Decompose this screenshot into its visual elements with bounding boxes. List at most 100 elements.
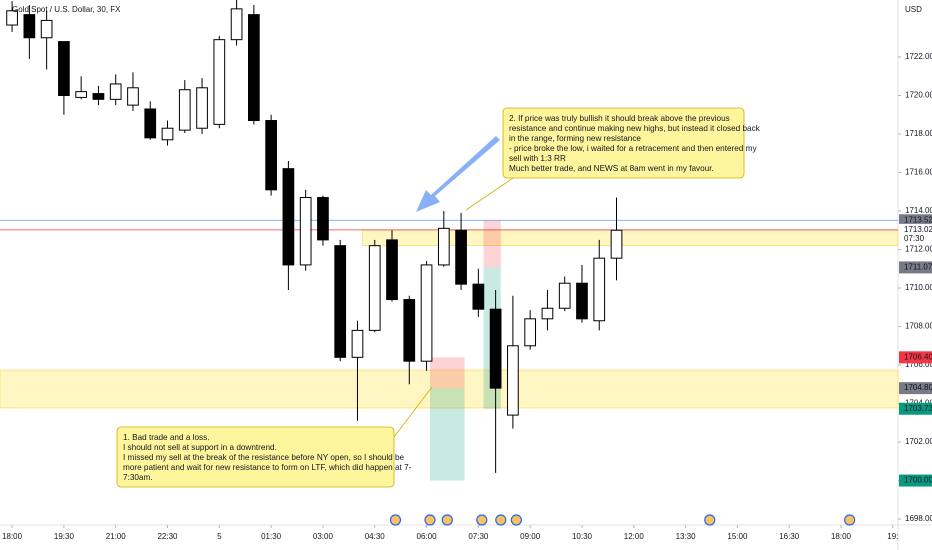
candle-body (75, 91, 88, 98)
event-icon (704, 514, 716, 526)
callout-line (465, 177, 514, 211)
candle-body (58, 41, 70, 96)
candle-body (368, 245, 381, 331)
currency: USD (905, 5, 922, 14)
event-icon (424, 514, 436, 526)
candle-body (437, 227, 450, 266)
x-tick-label: 19: (887, 532, 898, 541)
candle-body (472, 283, 485, 310)
callout-text: more patient and wait for new resistance… (123, 463, 412, 472)
candle-body (40, 19, 53, 39)
candle-body (541, 307, 554, 320)
x-tick-label: 01:30 (261, 532, 282, 541)
price-tag-label: 1700.00 (904, 476, 932, 485)
price-tag (899, 382, 932, 395)
candle-body (161, 127, 174, 141)
callout-box (116, 426, 395, 488)
y-tick-label: 1710.00 (905, 283, 932, 292)
price-tag-label: 1711.07 (904, 263, 932, 272)
callout-text: in the range, forming new resistance (509, 134, 641, 143)
candle-body (507, 345, 519, 416)
chart-title: Gold Spot / U.S. Dollar, 30, FX (12, 5, 121, 14)
countdown: 07:30 (904, 234, 925, 243)
x-tick-label: 12:00 (624, 532, 645, 541)
stop-zone (430, 357, 465, 389)
event-icon (389, 514, 402, 526)
y-tick-label: 1716.00 (905, 168, 932, 177)
target-zone (430, 388, 465, 481)
candle-body (489, 308, 502, 389)
price-tag (899, 402, 932, 415)
arrow (416, 136, 500, 212)
candle-body (558, 282, 571, 309)
x-tick-label: 16:30 (779, 532, 800, 541)
x-tick-label: 04:30 (365, 532, 386, 541)
event-icon (476, 514, 488, 526)
price-tag-label: 1703.73 (904, 404, 932, 413)
x-tick-label: 18:00 (831, 532, 852, 541)
callout-text: 1. Bad trade and a loss. (123, 433, 209, 442)
x-tick-label: 10:30 (572, 532, 593, 541)
x-tick-label: 21:00 (106, 532, 127, 541)
candle-body (334, 245, 347, 358)
y-tick-label: 1720.00 (905, 91, 932, 100)
candle-body (109, 83, 122, 100)
callout-text: 2. If price was truly bullish it should … (509, 114, 730, 123)
callout-text: I missed my sell at the break of the res… (123, 453, 405, 462)
y-tick-label: 1722.00 (905, 52, 932, 61)
callout-text: resistance and continue making new highs… (509, 124, 761, 133)
event-icon (844, 514, 856, 526)
y-tick-label: 1698.00 (905, 514, 932, 523)
candle-body (282, 168, 295, 266)
candle-body (455, 229, 467, 285)
x-tick-label: 13:30 (676, 532, 697, 541)
price-tag-label: 1713.02 (904, 225, 932, 234)
price-tag-label: 1713.52 (904, 215, 932, 224)
price-tag (899, 223, 932, 244)
price-tag-label: 1704.80 (904, 383, 932, 392)
candle-body (144, 108, 157, 139)
candle-body (230, 8, 243, 41)
callout-line (393, 386, 433, 438)
zone (0, 369, 899, 409)
price-tag-label: 1706.40 (904, 352, 932, 361)
y-tick-label: 1714.00 (905, 206, 932, 215)
event-icon (495, 514, 507, 526)
y-tick-label: 1712.00 (905, 245, 932, 254)
price-tag (899, 261, 932, 274)
candle-body (213, 39, 226, 125)
candle-body (420, 264, 433, 362)
candle-body (299, 197, 312, 266)
callout-text: Much better trade, and NEWS at 8am went … (509, 164, 714, 173)
x-tick-label: 19:30 (54, 532, 75, 541)
stop-zone (483, 220, 501, 268)
candle-body (593, 257, 606, 322)
candle-body (317, 197, 329, 241)
candle-body (610, 229, 623, 259)
y-tick-label: 1702.00 (905, 437, 932, 446)
x-tick-label: 06:00 (417, 532, 438, 541)
candle-body (403, 299, 416, 362)
candle-body (6, 10, 18, 26)
y-tick-label: 1718.00 (905, 129, 932, 138)
candle-body (576, 282, 588, 320)
price-tag (899, 351, 932, 364)
candle-body (248, 14, 260, 122)
price-tag (899, 474, 932, 487)
event-icon (510, 514, 522, 526)
x-tick-label: 15:00 (727, 532, 748, 541)
candle-body (196, 87, 208, 129)
callout-text: - price broke the low, i waited for a re… (509, 144, 757, 153)
y-tick-label: 1706.00 (905, 360, 932, 369)
x-tick-label: 18:00 (2, 532, 23, 541)
candle-body (524, 318, 537, 347)
candle-body (178, 89, 191, 131)
x-tick-label: 07:30 (468, 532, 489, 541)
candle-body (92, 93, 105, 100)
candle-body (23, 14, 36, 39)
callout-text: 7:30am. (123, 473, 153, 482)
x-tick-label: 5 (217, 532, 222, 541)
event-icon (441, 514, 453, 526)
candle-body (351, 329, 364, 358)
